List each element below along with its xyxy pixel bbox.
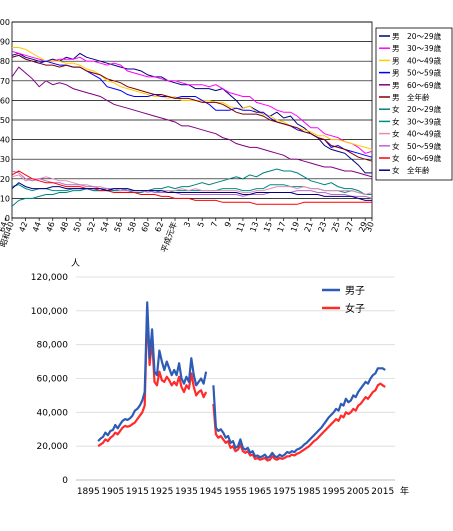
c1-series-line-3 [12, 47, 373, 150]
c1-xtick-label: 46 [45, 221, 57, 234]
c1-ytick-label: 0 [5, 214, 10, 223]
c2-xtick-label: 1905 [101, 487, 124, 497]
c1-legend-label: 男 40～49歳 [392, 55, 442, 65]
c1-xtick-label: 21 [303, 221, 315, 234]
c1-xtick-label: 3 [182, 221, 192, 229]
c1-xtick-label: 48 [58, 221, 70, 234]
c1-xtick-label: 29 [357, 221, 369, 234]
c2-ytick-label: 40,000 [37, 408, 69, 418]
c1-series-line-7 [11, 168, 372, 207]
c1-legend-label: 女 20～29歳 [392, 104, 442, 114]
c2-series-male-segment-1 [97, 301, 208, 442]
c1-ytick-label: 70 [0, 77, 10, 86]
c2-y-axis-unit: 人 [71, 258, 80, 269]
c1-xtick-label: 60 [140, 221, 152, 234]
c2-xtick-label: 1975 [273, 487, 296, 497]
c1-ytick-label: 80 [0, 57, 10, 66]
c1-xtick-label: 50 [72, 221, 84, 234]
c2-xtick-label: 2015 [371, 487, 394, 497]
c1-xtick-label: 17 [276, 221, 288, 234]
c1-ytick-label: 90 [0, 38, 10, 47]
c2-x-axis-unit: 年 [400, 485, 409, 497]
c1-legend-label: 男 全年齢 [392, 92, 430, 102]
c1-ytick-label: 30 [0, 155, 10, 164]
c1-xtick-label: 13 [248, 221, 260, 234]
c1-plot-frame [11, 21, 373, 219]
c1-xtick-label: 9 [223, 221, 233, 229]
c2-ytick-label: 100,000 [31, 307, 68, 317]
c1-series-line-12 [11, 182, 372, 201]
c2-ytick-label: 120,000 [31, 273, 68, 283]
c2-xtick-label: 1895 [77, 487, 100, 497]
c1-xtick-label: 58 [126, 221, 138, 234]
c1-series-line-2 [11, 50, 373, 154]
c1-xtick-label: 30 [364, 221, 376, 234]
c1-legend-label: 男 30～39歳 [392, 43, 442, 53]
chart-1: 0102030405060708090100 昭和404244464850525… [0, 0, 453, 258]
c1-ytick-label: 60 [0, 96, 10, 105]
c1-ytick-label: 40 [0, 136, 10, 145]
c1-legend-label: 男 60～69歳 [392, 80, 442, 90]
c1-legend-label: 男 50～59歳 [392, 68, 442, 78]
c2-xtick-label: 1965 [249, 487, 272, 497]
c1-xtick-label: 44 [31, 221, 43, 234]
c1-xtick-label: 15 [262, 221, 274, 234]
chart-2: 020,00040,00060,00080,000100,000120,000 … [0, 258, 453, 531]
c2-xtick-label: 1915 [126, 487, 149, 497]
c1-xtick-label: 7 [209, 221, 219, 229]
c1-legend-box [375, 27, 453, 181]
c2-xtick-label: 1985 [298, 487, 321, 497]
c1-xtick-label: 42 [18, 221, 30, 234]
c2-legend-label: 男子 [345, 285, 365, 297]
c2-legend-label: 女子 [345, 302, 365, 315]
c1-ytick-label: 50 [0, 116, 10, 125]
c1-ytick-label: 20 [0, 175, 10, 184]
c2-xtick-label: 1935 [175, 487, 198, 497]
c1-xtick-label: 23 [316, 221, 328, 234]
c1-ytick-label: 10 [0, 194, 10, 203]
c2-series-male-segment-2 [212, 367, 386, 460]
c2-xtick-label: 1955 [224, 487, 247, 497]
c2-xtick-label: 1925 [150, 487, 173, 497]
c2-xtick-label: 2005 [347, 487, 370, 497]
c1-series-line-9 [11, 174, 373, 196]
c2-ytick-label: 20,000 [37, 442, 69, 452]
c1-legend-label: 女 30～39歳 [392, 116, 442, 126]
c1-xtick-label: 27 [344, 221, 356, 234]
c1-xtick-label: 25 [330, 221, 342, 234]
c1-xtick-label: 11 [235, 221, 247, 234]
c2-xtick-label: 1995 [322, 487, 345, 497]
c1-legend-label: 女 50～59歳 [392, 141, 442, 151]
c2-ytick-label: 80,000 [37, 341, 69, 351]
c1-xtick-label: 52 [85, 221, 97, 234]
c1-xtick-label: 19 [289, 221, 301, 234]
c1-xtick-label: 56 [113, 221, 125, 234]
chart-2-background [0, 258, 453, 531]
c1-legend-label: 女 60～69歳 [392, 153, 442, 163]
c1-series-line-5 [11, 66, 373, 178]
c1-series-line-6 [11, 54, 373, 162]
c1-series-line-11 [11, 170, 372, 205]
c2-series-female-segment-2 [212, 382, 386, 462]
c2-xtick-label: 1945 [200, 487, 223, 497]
c1-xtick-label: 54 [99, 221, 111, 234]
c1-xtick-label: 5 [196, 221, 206, 229]
c1-legend-label: 女 全年齢 [392, 165, 430, 175]
c1-xtick-label: 62 [153, 221, 165, 234]
c2-ytick-label: 60,000 [37, 375, 69, 385]
c1-series-line-10 [11, 170, 373, 199]
c1-ytick-label: 100 [0, 18, 10, 27]
c1-legend-label: 女 40～49歳 [392, 129, 442, 139]
c1-xtick-label: 64 [0, 221, 9, 234]
c1-legend-label: 男 20～29歳 [392, 31, 442, 41]
c2-ytick-label: 0 [62, 476, 68, 486]
